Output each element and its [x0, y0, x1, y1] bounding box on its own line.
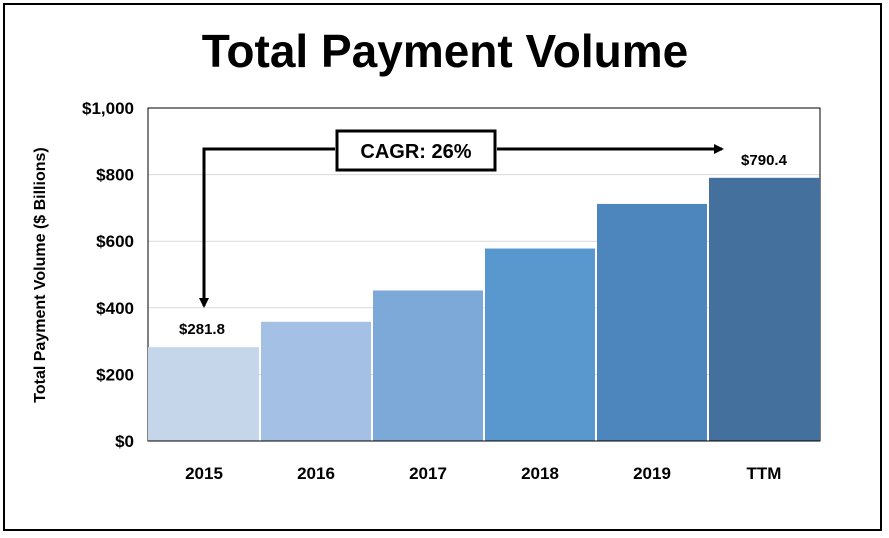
x-tick-label: 2019 — [633, 464, 671, 483]
data-labels: $281.8 $790.4 — [179, 152, 788, 338]
y-tick-label: $800 — [96, 166, 134, 185]
data-label: $790.4 — [741, 152, 788, 169]
data-label: $281.8 — [179, 321, 225, 338]
bar-ttm — [709, 177, 820, 441]
gridlines — [148, 174, 820, 375]
y-tick-label: $600 — [96, 232, 134, 251]
cagr-box — [335, 129, 497, 172]
y-tick-label: $400 — [96, 299, 134, 318]
cagr-label: CAGR: 26% — [360, 141, 471, 163]
x-tick-label: 2015 — [185, 464, 223, 483]
x-tick-label: 2016 — [297, 464, 335, 483]
cagr-annotation: CAGR: 26% — [199, 129, 724, 308]
bar-2018 — [485, 248, 595, 441]
y-tick-label: $200 — [96, 365, 134, 384]
cagr-arrow-left — [199, 147, 335, 308]
bar-2016 — [261, 321, 371, 441]
y-tick-label: $0 — [115, 432, 134, 451]
x-tick-label: 2017 — [409, 464, 447, 483]
y-tick-label: $1,000 — [82, 99, 134, 118]
bars — [148, 177, 820, 442]
bar-2019 — [597, 203, 707, 441]
y-axis-ticks: $0 $200 $400 $600 $800 $1,000 — [82, 99, 134, 451]
chart-title: Total Payment Volume — [202, 25, 689, 77]
y-axis-label: Total Payment Volume ($ Billions) — [32, 147, 49, 402]
x-axis-ticks: 2015 2016 2017 2018 2019 TTM — [185, 464, 781, 483]
bar-2017 — [373, 290, 483, 441]
bar-2015 — [148, 347, 259, 441]
x-tick-label: 2018 — [521, 464, 559, 483]
x-tick-label: TTM — [747, 464, 782, 483]
